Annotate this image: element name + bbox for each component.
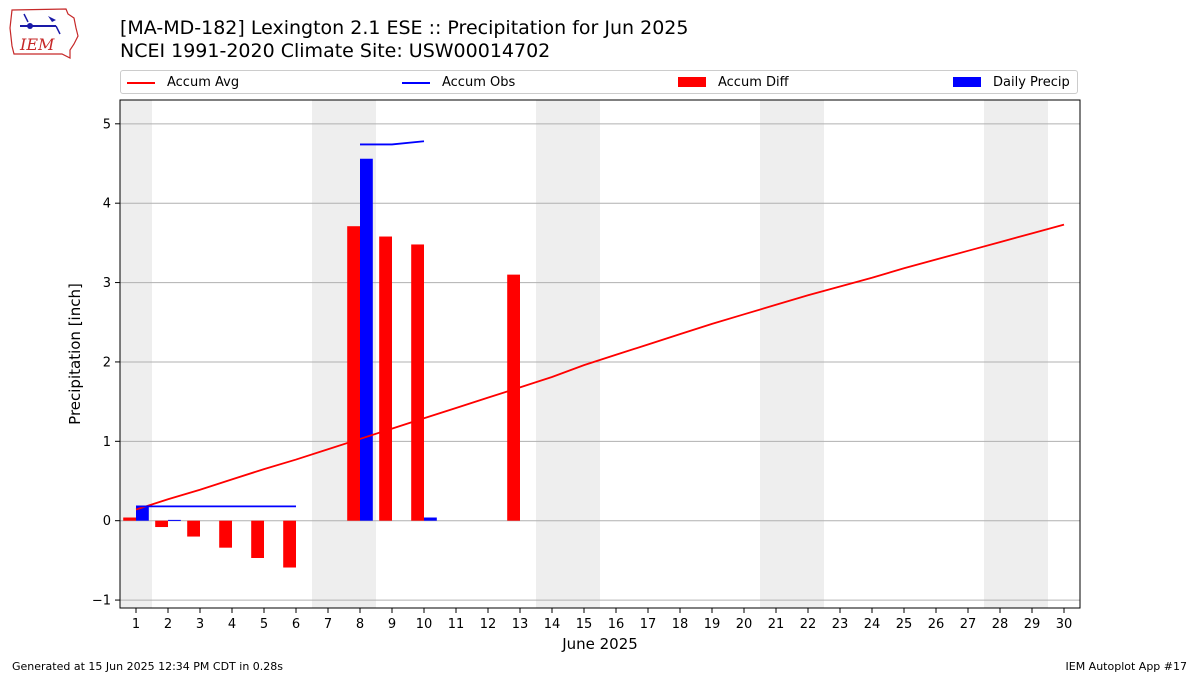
chart-legend: Accum Avg Accum Obs Accum Diff Daily Pre…	[120, 70, 1078, 94]
x-tick-label: 14	[544, 617, 561, 632]
x-tick-label: 4	[228, 617, 236, 632]
y-tick-label: 3	[103, 276, 111, 291]
weekend-band	[984, 100, 1048, 608]
x-tick-label: 5	[260, 617, 268, 632]
chart-title: [MA-MD-182] Lexington 2.1 ESE :: Precipi…	[120, 17, 689, 39]
x-tick-label: 7	[324, 617, 332, 632]
x-tick-label: 26	[928, 617, 945, 632]
accum-diff-bar	[123, 517, 136, 521]
x-tick-label: 10	[416, 617, 433, 632]
daily-precip-bar	[360, 158, 373, 521]
iem-logo-icon: IEM	[9, 8, 79, 59]
legend-label-accum-avg: Accum Avg	[167, 75, 240, 90]
legend-label-daily-precip: Daily Precip	[993, 75, 1070, 90]
legend-swatch-accum-avg	[127, 82, 155, 84]
y-tick-label: 1	[103, 435, 111, 450]
accum-avg-line	[135, 223, 1065, 511]
x-tick-label: 20	[736, 617, 753, 632]
chart-subtitle: NCEI 1991-2020 Climate Site: USW00014702	[120, 40, 551, 62]
plot-frame	[119, 99, 1081, 609]
x-tick-label: 15	[576, 617, 593, 632]
y-tick-label: 0	[103, 514, 111, 529]
daily-precip-bar	[424, 517, 437, 521]
accum-diff-bar	[507, 274, 520, 521]
x-tick-label: 16	[608, 617, 625, 632]
accum-obs-line	[360, 140, 425, 146]
x-tick-label: 23	[832, 617, 849, 632]
x-tick-label: 2	[164, 617, 172, 632]
x-tick-label: 17	[640, 617, 657, 632]
accum-diff-bar	[155, 520, 168, 528]
daily-precip-bar	[168, 519, 181, 521]
y-axis-label: Precipitation [inch]	[66, 283, 84, 425]
x-tick-label: 11	[448, 617, 465, 632]
x-tick-label: 24	[864, 617, 881, 632]
y-tick-label: −1	[92, 594, 111, 609]
legend-swatch-accum-obs	[402, 82, 430, 84]
footer-app: IEM Autoplot App #17	[1065, 660, 1188, 673]
daily-precip-bar	[136, 506, 149, 521]
x-tick-label: 13	[512, 617, 529, 632]
legend-swatch-accum-diff	[678, 77, 706, 87]
weekend-band	[760, 100, 824, 608]
x-tick-label: 21	[768, 617, 785, 632]
y-tick-label: 5	[103, 117, 111, 132]
x-tick-label: 19	[704, 617, 721, 632]
x-tick-label: 6	[292, 617, 300, 632]
footer-generated: Generated at 15 Jun 2025 12:34 PM CDT in…	[12, 660, 284, 673]
x-tick-label: 3	[196, 617, 204, 632]
y-tick-label: 2	[103, 355, 111, 370]
x-tick-label: 22	[800, 617, 817, 632]
x-tick-label: 27	[960, 617, 977, 632]
x-tick-label: 29	[1024, 617, 1041, 632]
x-tick-label: 30	[1056, 617, 1073, 632]
x-axis-label: June 2025	[561, 635, 638, 653]
accum-diff-bar	[347, 226, 360, 521]
x-tick-label: 28	[992, 617, 1009, 632]
x-tick-label: 9	[388, 617, 396, 632]
accum-diff-bar	[411, 244, 424, 521]
accum-diff-bar	[187, 520, 200, 537]
x-tick-label: 18	[672, 617, 689, 632]
accum-diff-bar	[219, 520, 232, 548]
legend-label-accum-diff: Accum Diff	[718, 75, 789, 90]
accum-diff-bar	[283, 520, 296, 568]
x-tick-label: 12	[480, 617, 497, 632]
accum-diff-bar	[251, 520, 264, 558]
y-tick-label: 4	[103, 197, 111, 212]
x-tick-label: 8	[356, 617, 364, 632]
weekend-band	[536, 100, 600, 608]
legend-swatch-daily-precip	[953, 77, 981, 87]
weekend-band	[120, 100, 152, 608]
logo-text: IEM	[19, 35, 55, 54]
iem-logo: IEM	[8, 6, 80, 60]
x-tick-label: 25	[896, 617, 913, 632]
accum-diff-bar	[379, 236, 392, 521]
legend-label-accum-obs: Accum Obs	[442, 75, 516, 90]
x-tick-label: 1	[132, 617, 140, 632]
